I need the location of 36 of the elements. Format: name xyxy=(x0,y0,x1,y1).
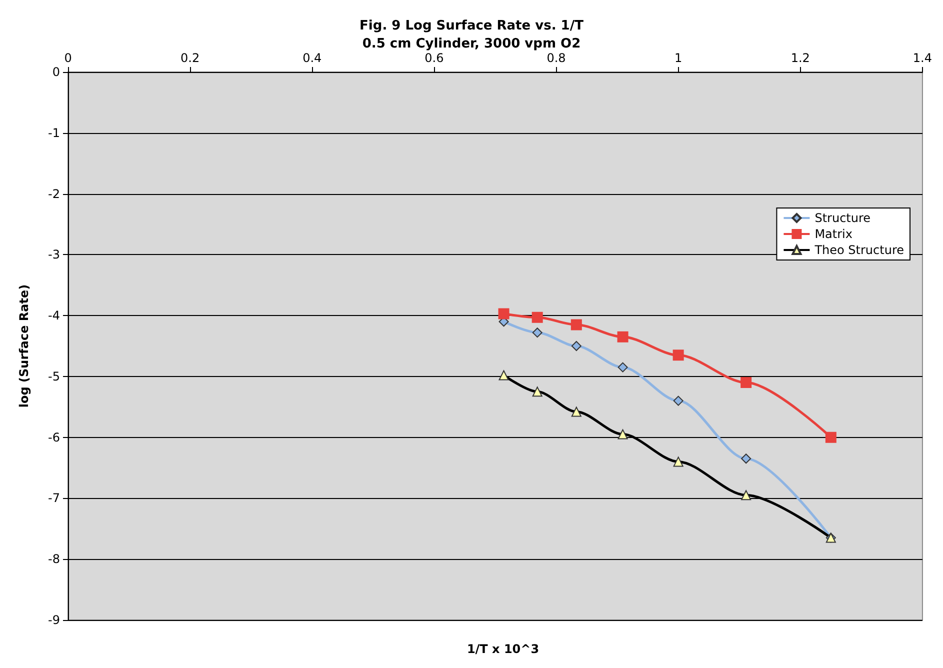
point xyxy=(673,396,684,406)
y-tick-label: 0 xyxy=(52,65,60,79)
y-tick-label: -5 xyxy=(48,369,60,384)
point xyxy=(672,350,684,361)
y-axis-title: log (Surface Rate) xyxy=(17,284,31,408)
point xyxy=(740,377,752,388)
x-tick-label: 0.8 xyxy=(546,51,566,65)
x-tick-label: 0.4 xyxy=(302,51,322,65)
point xyxy=(570,319,582,330)
x-tick-label: 0.6 xyxy=(424,51,444,65)
x-tick-label: 1 xyxy=(674,51,682,65)
x-tick-label: 1.2 xyxy=(790,51,810,65)
y-tick-label: -9 xyxy=(48,613,60,627)
y-tick-label: -3 xyxy=(48,248,60,262)
y-tick-label: -1 xyxy=(48,126,60,140)
point xyxy=(825,432,836,443)
x-tick-label: 0 xyxy=(64,51,72,65)
x-tick-label: 0.2 xyxy=(180,51,200,65)
point xyxy=(498,308,510,320)
x-tick-label: 1.4 xyxy=(912,51,932,65)
point xyxy=(617,331,628,342)
y-tick-label: -2 xyxy=(48,186,60,201)
chart-title: Fig. 9 Log Surface Rate vs. 1/T 0.5 cm Cylinder, 3000 vpm O2 xyxy=(360,18,584,52)
legend-label: Matrix xyxy=(814,227,852,241)
point xyxy=(618,362,628,372)
point xyxy=(741,454,752,464)
y-tick-label: -4 xyxy=(48,308,60,323)
y-tick-label: -6 xyxy=(48,430,60,444)
legend-label: Theo Structure xyxy=(814,243,904,257)
point xyxy=(532,328,542,338)
x-axis-title: 1/T x 10^3 xyxy=(466,642,540,656)
y-tick-label: -8 xyxy=(48,552,60,566)
y-tick-label: -7 xyxy=(48,491,60,506)
legend-label: Structure xyxy=(814,211,871,225)
point xyxy=(571,341,582,351)
point xyxy=(532,312,543,323)
